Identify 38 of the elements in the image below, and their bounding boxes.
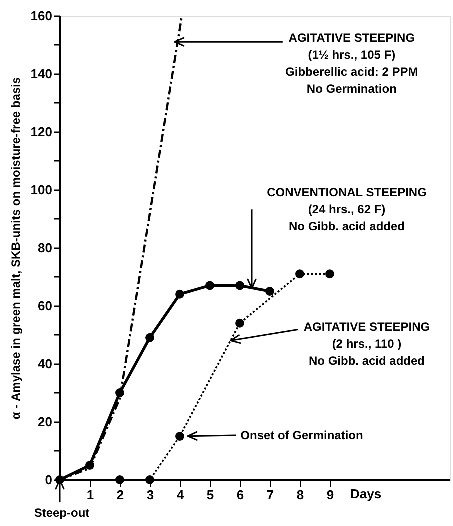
- point: [296, 270, 304, 279]
- point: [266, 287, 274, 296]
- point: [146, 476, 154, 484]
- annotation: Onset of Germination: [240, 428, 364, 442]
- point: [116, 388, 124, 398]
- annotation: CONVENTIONAL STEEPING (24 hrs., 62 F) No Gibb. acid added: [267, 186, 427, 234]
- point: [206, 281, 214, 290]
- x-tick-label: 1: [86, 488, 94, 502]
- y-axis-title: α - Amylase in green malt, SKB-units on moisture-free basis: [8, 77, 23, 420]
- x-tick-label: 4: [176, 488, 185, 502]
- annotation: AGITATIVE STEEPING (1½ hrs., 105 F) Gibberellic acid: 2 PPM No Germination: [286, 31, 418, 96]
- y-tick-label: 20: [38, 414, 52, 430]
- annotation: Steep-out: [34, 506, 90, 520]
- x-tick-label: 6: [236, 488, 244, 502]
- point: [236, 281, 244, 290]
- x-tick-label: 7: [266, 488, 274, 502]
- point: [326, 270, 334, 279]
- x-tick-label: 9: [326, 488, 334, 502]
- x-axis-title: Days: [350, 486, 382, 502]
- x-tick-label: 8: [296, 488, 304, 502]
- point: [236, 318, 244, 328]
- x-tick-label: 5: [206, 488, 214, 502]
- point: [116, 476, 124, 484]
- point: [146, 333, 154, 342]
- x-tick-label: 3: [146, 488, 154, 502]
- y-tick-label: 100: [30, 182, 52, 198]
- annotation: AGITATIVE STEEPING (2 hrs., 110 ) No Gibb. acid added: [304, 320, 430, 368]
- y-tick-label: 120: [30, 124, 52, 140]
- x-tick-label: 2: [116, 488, 124, 502]
- y-tick-label: 160: [30, 8, 52, 24]
- y-tick-label: 40: [38, 356, 52, 372]
- point: [176, 432, 184, 441]
- y-tick-label: 140: [30, 66, 52, 82]
- y-tick-label: 60: [38, 298, 52, 314]
- y-tick-label: 0: [45, 472, 52, 488]
- point: [86, 461, 94, 470]
- point: [176, 290, 184, 299]
- y-tick-label: 80: [38, 240, 52, 256]
